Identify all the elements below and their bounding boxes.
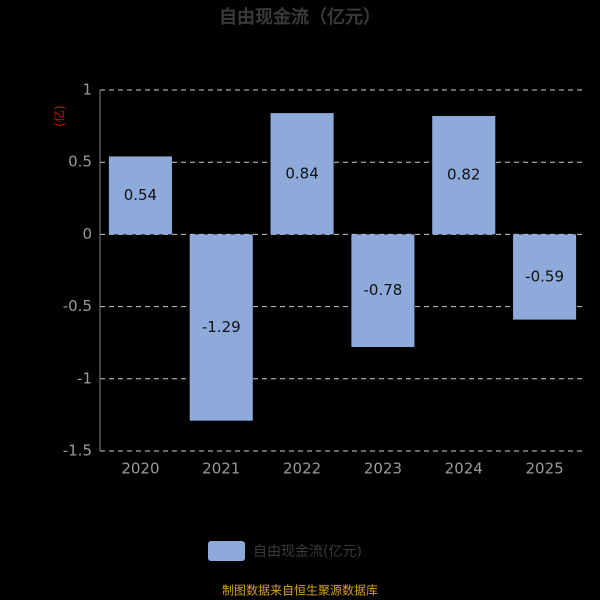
legend-swatch (208, 541, 245, 561)
x-tick-label: 2025 (525, 460, 563, 478)
bar (270, 113, 334, 235)
y-tick-label: 0.5 (68, 153, 92, 171)
data-label: -0.78 (364, 281, 403, 299)
data-label: 0.54 (124, 186, 157, 204)
x-tick-label: 2024 (445, 460, 483, 478)
bar (513, 234, 577, 320)
footer: 制图数据来自恒生聚源数据库 (222, 583, 378, 598)
bar (108, 156, 172, 235)
x-tick-label: 2022 (283, 460, 321, 478)
y-tick-label: 1 (82, 81, 92, 99)
legend-label: 自由现金流(亿元) (253, 544, 362, 560)
x-tick-label: 2020 (121, 460, 159, 478)
y-tick-label: 0 (82, 225, 92, 243)
data-label: -1.29 (202, 318, 241, 336)
chart-title: 自由现金流（亿元） (219, 6, 381, 28)
y-axis-label: (亿) (52, 105, 67, 126)
y-tick-label: -1.5 (63, 442, 92, 460)
y-tick-label: -1 (77, 369, 92, 387)
data-label: 0.84 (285, 164, 318, 182)
data-label: -0.59 (525, 267, 564, 285)
bar (351, 234, 415, 348)
y-tick-label: -0.5 (63, 297, 92, 315)
bar (432, 115, 496, 235)
bar (189, 234, 253, 421)
data-label: 0.82 (447, 166, 480, 184)
x-tick-label: 2021 (202, 460, 240, 478)
x-tick-label: 2023 (364, 460, 402, 478)
